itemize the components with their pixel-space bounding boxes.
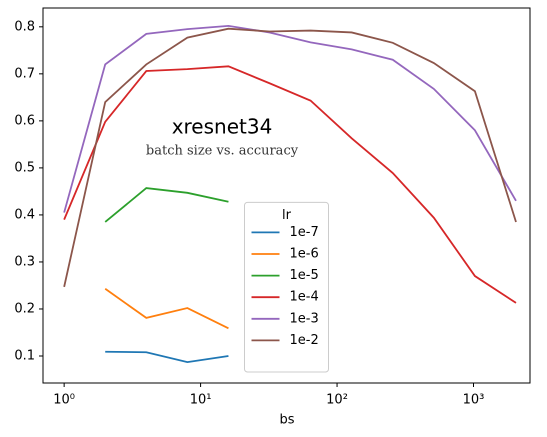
y-tick-label: 0.5: [14, 160, 35, 175]
y-tick-label: 0.3: [14, 254, 35, 269]
annotation-subtitle: batch size vs. accuracy: [146, 144, 299, 159]
legend-label: 1e-4: [290, 290, 319, 305]
line-series: [63, 24, 517, 213]
legend-label: 1e-6: [290, 247, 319, 262]
x-tick-label: 10¹: [190, 393, 212, 408]
line-series: [63, 27, 517, 288]
y-tick-label: 0.6: [14, 113, 35, 128]
x-tick-label: 10²: [326, 393, 348, 408]
line-series: [104, 187, 229, 223]
y-tick-label: 0.7: [14, 66, 35, 81]
x-axis-label: bs: [279, 413, 294, 428]
line-series: [104, 288, 229, 330]
y-tick-label: 0.4: [14, 207, 35, 222]
legend-label: 1e-5: [290, 268, 319, 283]
annotation-title: xresnet34: [172, 115, 273, 139]
x-tick-label: 10³: [463, 393, 485, 408]
y-tick-label: 0.8: [14, 19, 35, 34]
x-tick-label: 10⁰: [53, 393, 75, 408]
legend-label: 1e-3: [290, 311, 319, 326]
line-series: [63, 65, 517, 304]
legend-label: 1e-2: [290, 333, 319, 348]
plot-frame: [42, 7, 531, 384]
legend-label: 1e-7: [290, 225, 319, 240]
line-series: [105, 350, 229, 364]
y-tick-label: 0.1: [14, 349, 35, 364]
legend-box: [244, 201, 329, 373]
legend-title: lr: [282, 208, 292, 223]
y-tick-label: 0.2: [14, 301, 35, 316]
